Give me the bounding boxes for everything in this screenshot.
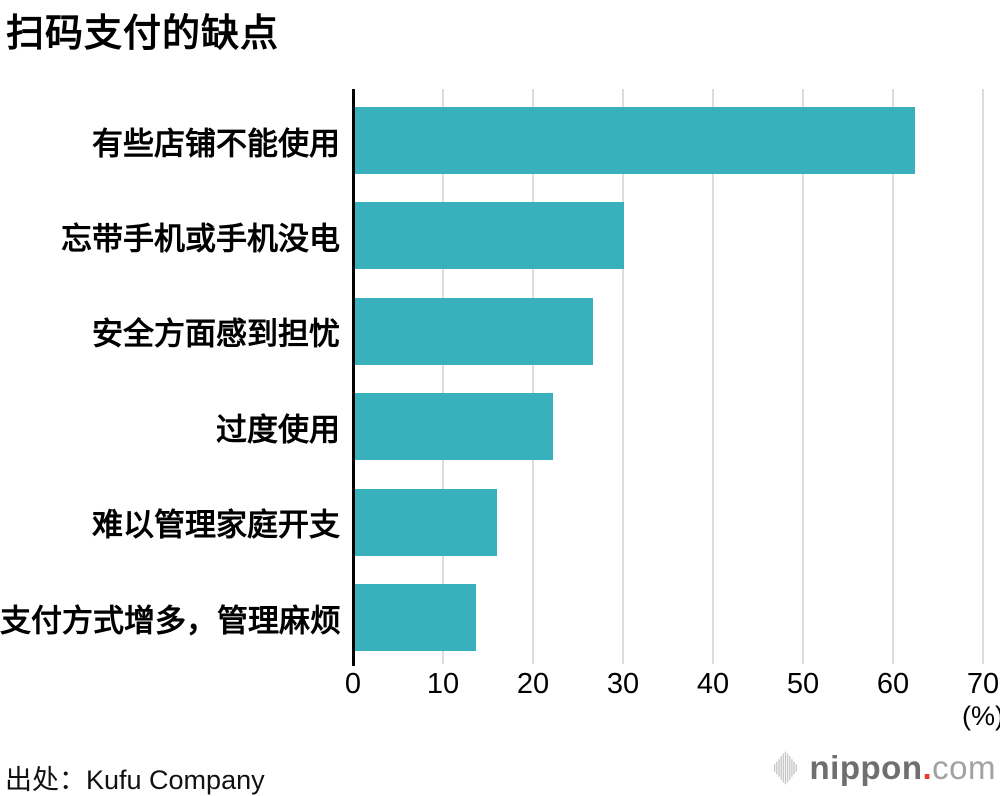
logo-name: nippon (809, 749, 923, 786)
x-tick-label: 30 (606, 668, 640, 700)
bar (354, 107, 915, 174)
category-label: 支付方式增多，管理麻烦 (0, 603, 341, 638)
x-tick-label: 40 (696, 668, 730, 700)
bar (354, 488, 498, 556)
y-axis-line (351, 89, 355, 666)
gridline (712, 89, 714, 664)
unit-label: (%) (962, 701, 1000, 731)
category-label: 有些店铺不能使用 (92, 126, 340, 161)
gridline (802, 89, 804, 664)
x-tick-label: 50 (786, 668, 820, 700)
bar (354, 393, 553, 461)
x-tick-label: 10 (426, 668, 460, 700)
gridline (982, 89, 984, 664)
soundwave-icon (773, 751, 797, 785)
logo-dot: . (922, 749, 933, 786)
gridline (442, 89, 444, 664)
x-tick-label: 60 (876, 668, 910, 700)
bar (354, 202, 624, 270)
category-label: 过度使用 (216, 412, 340, 448)
gridline (532, 89, 534, 664)
gridline (892, 89, 894, 664)
nippon-logo: nippon.com (773, 748, 996, 788)
x-tick-label: 20 (516, 668, 550, 700)
page-title: 扫码支付的缺点 (6, 13, 280, 55)
bar (354, 584, 477, 651)
plot-area (351, 89, 984, 666)
category-label: 难以管理家庭开支 (92, 507, 340, 543)
category-label: 忘带手机或手机没电 (61, 221, 340, 257)
bar (354, 297, 593, 365)
logo-tld: com (932, 749, 996, 786)
logo-text: nippon.com (810, 748, 996, 788)
category-label: 安全方面感到担忧 (92, 316, 340, 352)
x-tick-label: 0 (344, 668, 362, 700)
gridline (622, 89, 624, 664)
x-tick-label: 70 (966, 668, 1000, 700)
source-note: 出处：Kufu Company (5, 765, 265, 795)
